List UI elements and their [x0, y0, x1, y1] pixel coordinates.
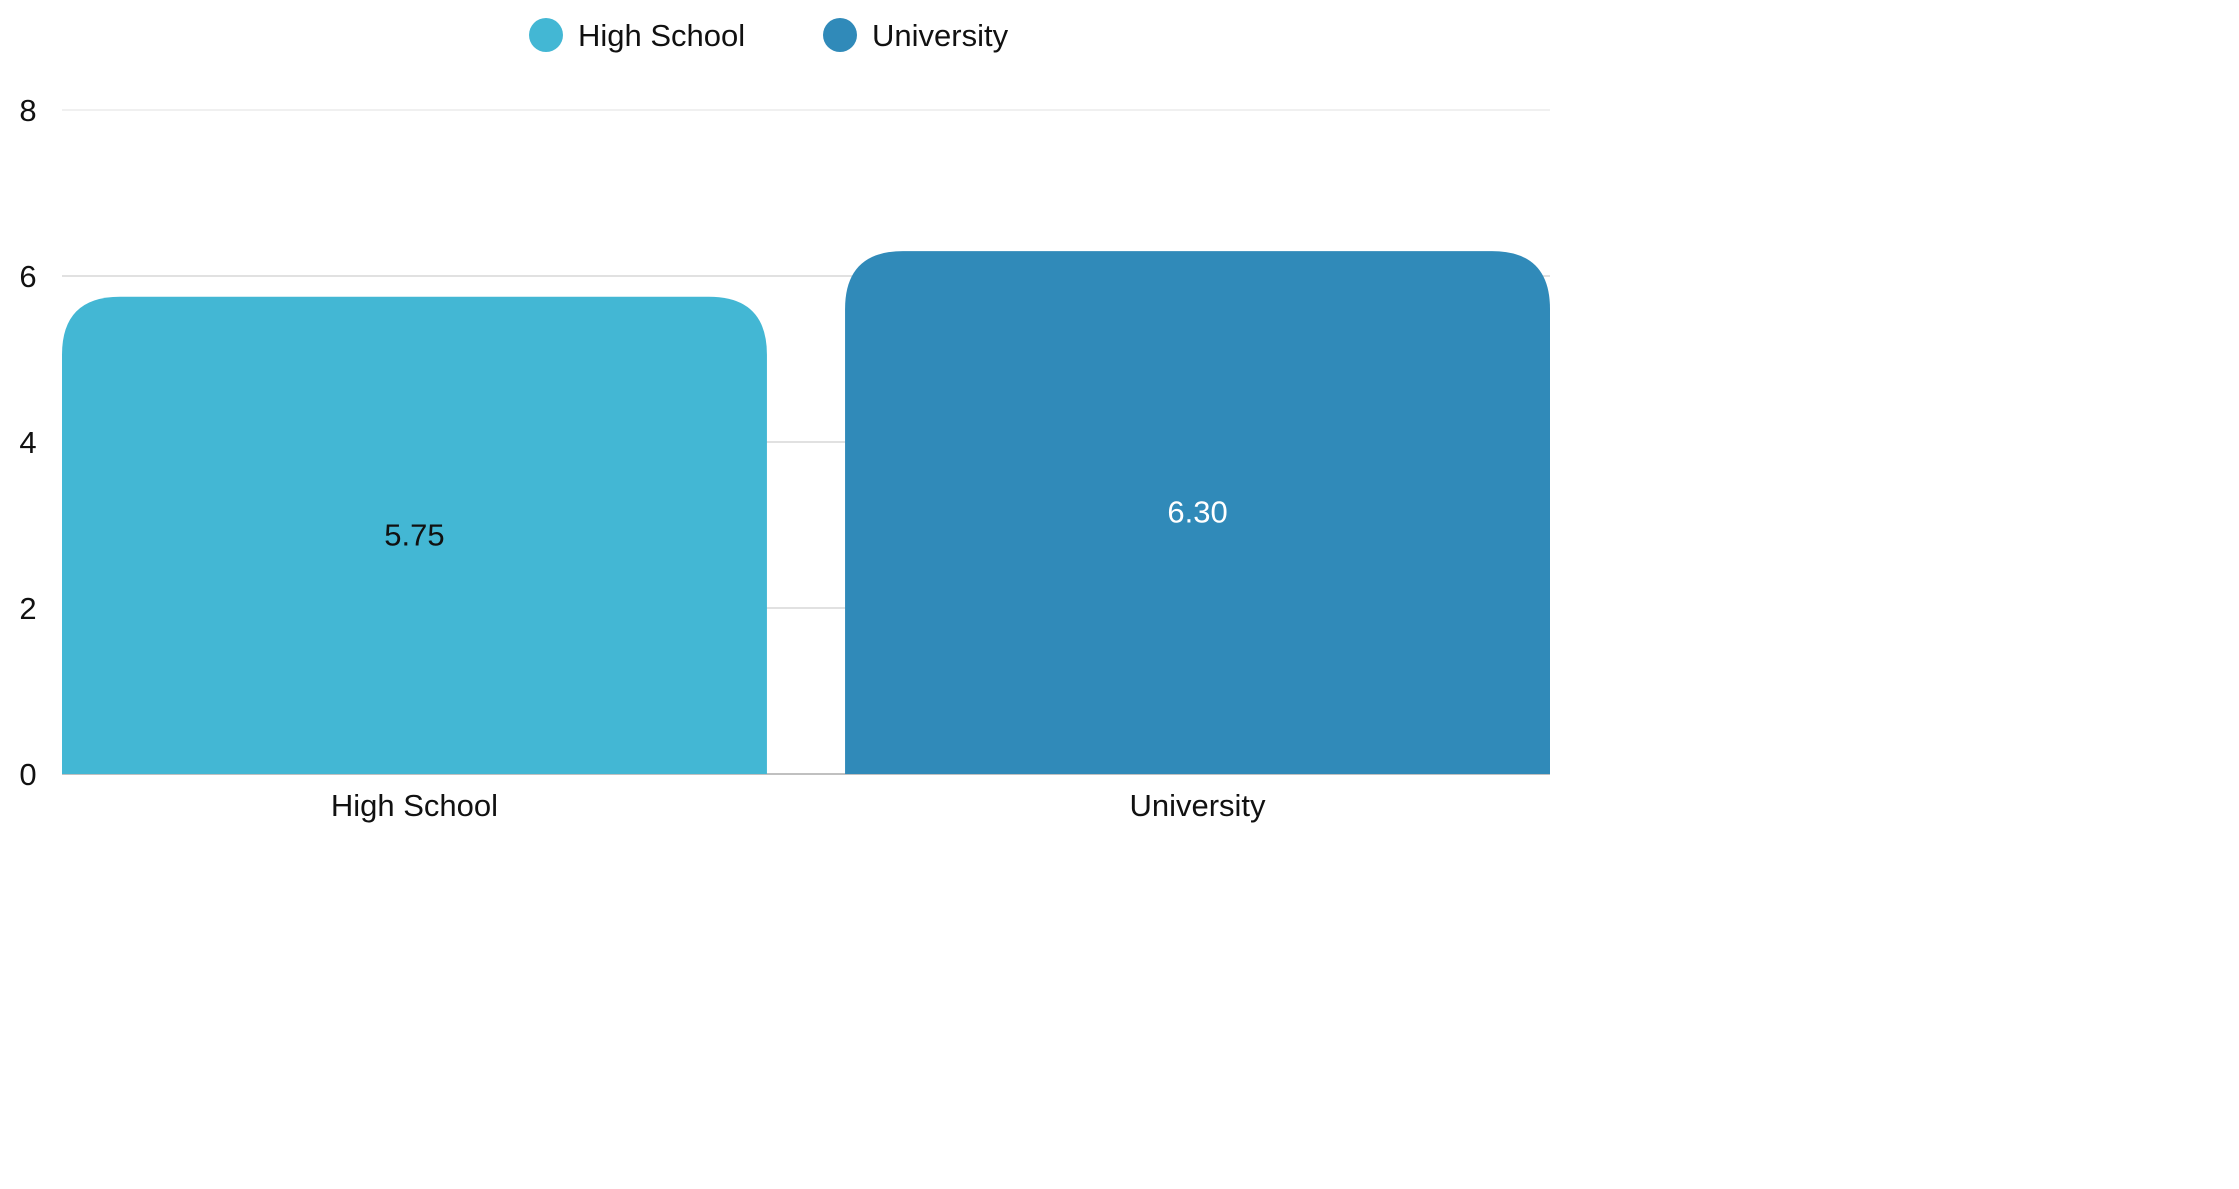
y-tick-label: 6	[19, 259, 36, 294]
legend-swatch	[823, 18, 857, 52]
y-tick-label: 8	[19, 93, 36, 128]
bar-high-school	[62, 296, 767, 774]
legend: High School University	[529, 18, 1009, 53]
data-label: 6.30	[1167, 495, 1227, 530]
x-tick-label: High School	[331, 788, 498, 823]
y-tick-label: 4	[19, 425, 36, 460]
legend-label: High School	[578, 18, 745, 53]
data-label: 5.75	[384, 517, 444, 552]
x-axis: High School University	[331, 788, 1266, 823]
x-tick-label: University	[1129, 788, 1266, 823]
bars: 5.75 6.30	[62, 251, 1550, 775]
y-tick-label: 2	[19, 591, 36, 626]
bar-chart: High School University 0 2 4 6 8 5.75 6.30 Hig…	[19, 18, 1550, 823]
y-tick-label: 0	[19, 757, 36, 792]
bar-university	[845, 251, 1550, 775]
legend-swatch	[529, 18, 563, 52]
chart: High School University 0 2 4 6 8 5.75 6.30 Hig…	[0, 0, 1568, 839]
y-axis: 0 2 4 6 8	[19, 93, 36, 792]
legend-label: University	[872, 18, 1009, 53]
